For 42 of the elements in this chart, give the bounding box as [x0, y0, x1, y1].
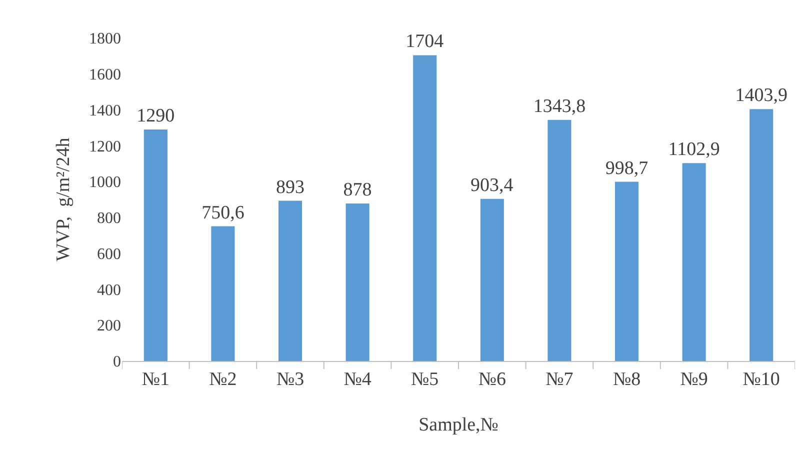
bar [346, 203, 370, 361]
bar [682, 163, 706, 361]
data-label: 878 [343, 179, 372, 200]
x-axis-title: Sample,№ [418, 414, 498, 436]
data-label: 1290 [136, 106, 175, 127]
data-label: 1343,8 [533, 96, 586, 117]
y-tick-label: 1200 [89, 138, 121, 156]
y-tick-label: 600 [97, 246, 121, 263]
x-tick-label: №9 [680, 368, 708, 390]
y-tick-label: 1400 [89, 102, 121, 120]
y-tick-label: 200 [97, 318, 121, 335]
x-tick-label: №8 [612, 368, 641, 390]
bar [278, 200, 302, 361]
data-label: 750,6 [202, 202, 244, 224]
data-label: 1403,9 [735, 85, 788, 106]
data-label: 1102,9 [668, 139, 720, 160]
y-tick-label: 1600 [89, 66, 121, 84]
x-tick-label: №1 [142, 368, 170, 390]
y-axis-title: WVP, g/m²/24h [52, 137, 74, 262]
y-tick-label: 800 [97, 210, 121, 228]
y-tick-label: 0 [113, 354, 121, 371]
x-tick-label: №6 [478, 368, 506, 390]
bar [614, 182, 639, 361]
data-label: 998,7 [605, 158, 648, 179]
bar [750, 109, 774, 361]
bar [211, 226, 235, 361]
bar [548, 120, 572, 361]
data-label: 893 [276, 176, 304, 198]
data-label: 1704 [406, 31, 444, 52]
bar [144, 130, 168, 361]
y-tick-label: 1000 [89, 174, 121, 192]
bar [480, 198, 504, 361]
x-tick-label: №5 [411, 368, 439, 390]
data-label: 903,4 [470, 174, 514, 196]
bar [413, 55, 437, 361]
y-tick-label: 400 [97, 282, 121, 299]
y-tick-label: 1800 [89, 30, 121, 48]
x-tick-label: №7 [546, 368, 574, 390]
x-tick-label: №3 [276, 368, 304, 390]
x-tick-label: №2 [209, 368, 237, 390]
x-tick-label: №10 [742, 368, 780, 390]
x-tick-label: №4 [344, 368, 372, 390]
